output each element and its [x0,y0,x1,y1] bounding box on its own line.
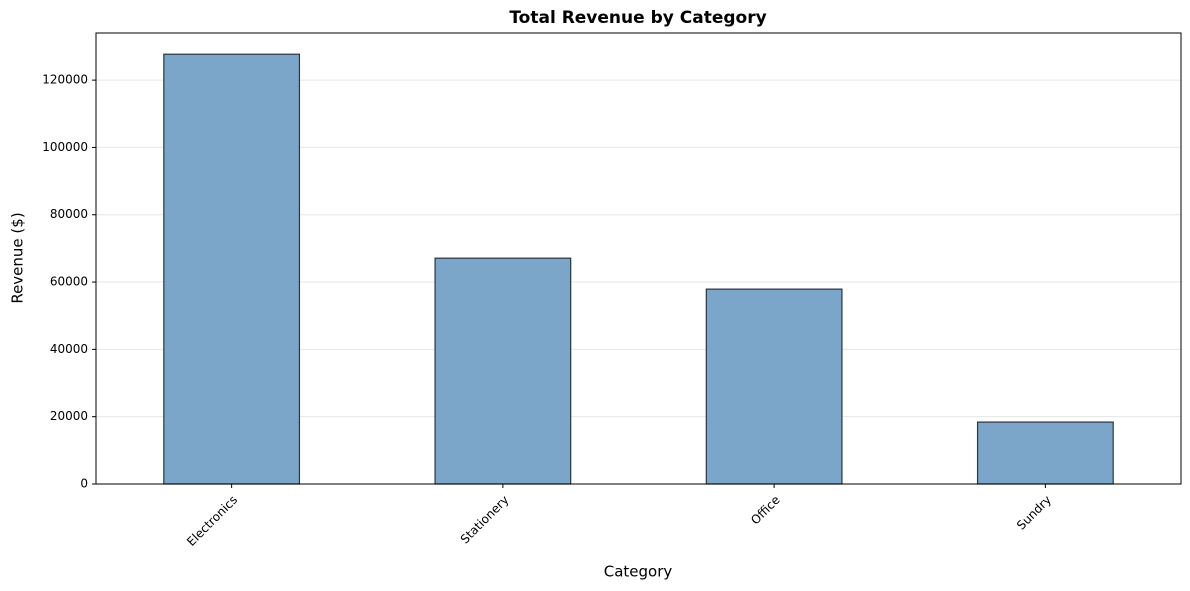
y-tick-label: 80000 [50,207,88,221]
x-axis-label: Category [604,563,673,581]
x-tick-label: Stationery [458,493,512,547]
bar [163,53,301,485]
bar [976,421,1114,485]
y-axis-label: Revenue ($) [9,212,27,303]
y-tick-label: 60000 [50,275,88,289]
y-tick-label: 0 [80,477,88,491]
y-tick-label: 100000 [42,140,88,154]
x-tick-label: Electronics [184,493,240,549]
bar [434,257,572,485]
y-tick-label: 20000 [50,409,88,423]
chart-title: Total Revenue by Category [509,8,766,28]
y-tick-label: 120000 [42,73,88,87]
bar [705,288,843,485]
y-tick-label: 40000 [50,342,88,356]
x-tick-label: Office [748,493,783,528]
plot-frame [95,32,1182,485]
x-tick-label: Sundry [1014,493,1054,533]
